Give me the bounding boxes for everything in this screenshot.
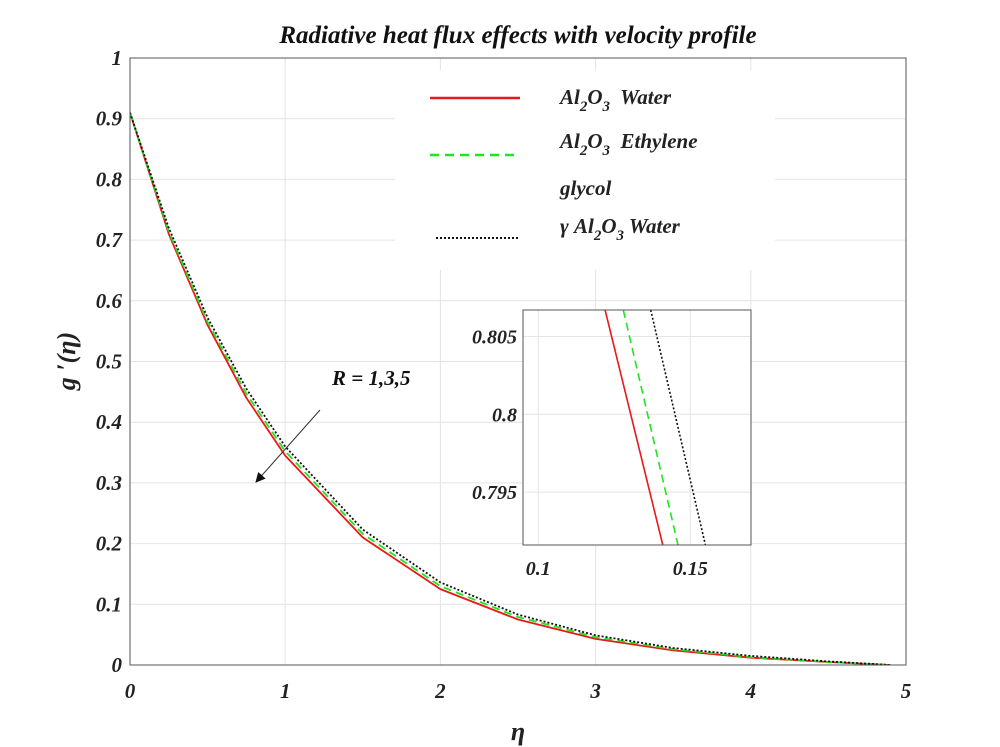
inset-x-tick-label: 0.1 <box>526 558 551 580</box>
main-ticks: 0 1 2 3 4 5 0 0.1 0.2 0.3 0.4 0.5 0.6 0.7 0.8 0.9 1 <box>96 46 912 703</box>
y-tick-label: 0.4 <box>96 410 122 434</box>
inset-series-line-2 <box>622 310 679 545</box>
legend-label-gamma-water: γ Al2O3 Water <box>560 214 681 244</box>
y-tick-label: 0.9 <box>96 107 123 131</box>
legend-label-ethylene: Al2O3 Ethylene <box>558 129 698 159</box>
y-tick-label: 0.6 <box>96 289 123 313</box>
legend-label-water: Al2O3 Water <box>558 85 672 115</box>
y-tick-label: 0.2 <box>96 532 123 556</box>
y-tick-label: 0.7 <box>96 228 124 252</box>
series-line-2 <box>130 112 891 665</box>
x-tick-label: 4 <box>745 679 757 703</box>
inset-series-line-1 <box>604 310 664 545</box>
legend-label-ethylene-cont: glycol <box>559 176 611 200</box>
y-tick-label: 1 <box>112 46 123 70</box>
x-tick-label: 1 <box>280 679 291 703</box>
inset-plot-area <box>523 310 751 545</box>
inset-series-group <box>604 310 707 545</box>
inset-y-tick-label: 0.795 <box>472 482 517 504</box>
main-series-group <box>130 112 891 665</box>
y-tick-label: 0.8 <box>96 167 123 191</box>
inset-series-line-3 <box>649 310 707 545</box>
legend-box <box>395 70 775 270</box>
annotation-arrow <box>255 409 321 483</box>
y-tick-label: 0 <box>112 653 123 677</box>
inset-grid <box>523 310 751 545</box>
inset-ticks: 0.1 0.15 0.795 0.8 0.805 <box>472 326 708 580</box>
x-tick-label: 3 <box>589 679 601 703</box>
inset-x-tick-label: 0.15 <box>673 558 708 580</box>
y-tick-label: 0.3 <box>96 471 122 495</box>
legend: Al2O3 Water Al2O3 Ethylene glycol γ Al2O… <box>395 70 775 270</box>
chart-title: Radiative heat flux effects with velocit… <box>278 22 756 49</box>
x-tick-label: 2 <box>434 679 446 703</box>
x-tick-label: 5 <box>901 679 912 703</box>
y-axis-label: g ′(η) <box>52 332 81 391</box>
y-tick-label: 0.1 <box>96 592 122 616</box>
inset-y-tick-label: 0.8 <box>492 404 517 426</box>
y-tick-label: 0.5 <box>96 350 122 374</box>
inset-frame <box>522 309 752 546</box>
series-line-3 <box>130 112 891 665</box>
x-axis-label: η <box>511 717 525 746</box>
plot-frame <box>129 57 907 666</box>
x-tick-label: 0 <box>125 679 136 703</box>
annotation-r-values: R = 1,3,5 <box>331 366 410 390</box>
inset-y-tick-label: 0.805 <box>472 326 517 348</box>
